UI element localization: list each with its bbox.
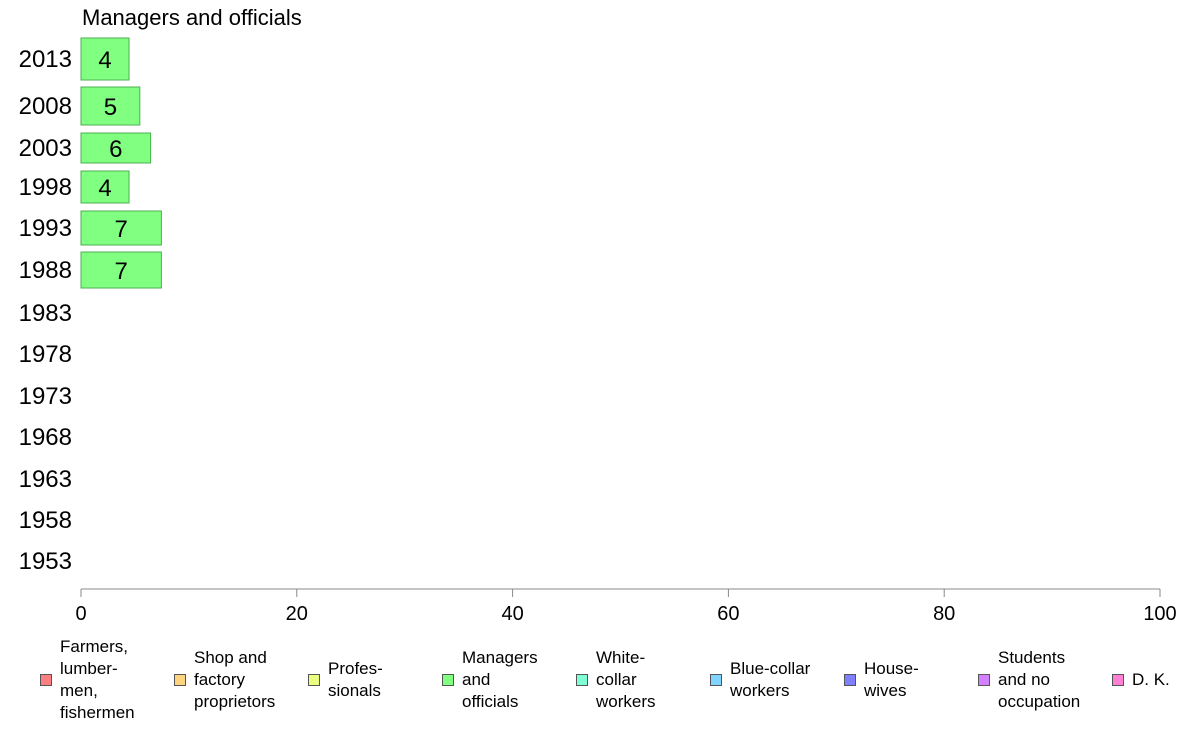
x-tick-label: 60 [717,603,739,625]
bar-value-label: 7 [115,216,128,243]
legend-label: House- wives [864,659,919,700]
x-tick-label: 100 [1143,603,1176,625]
y-tick-label: 2003 [19,135,72,162]
y-tick-label: 1978 [19,341,72,368]
legend-swatch [174,674,186,686]
y-axis-labels: 2013 2008 2003 1998 1993 1988 1983 1978 1973 1968… [19,46,72,575]
x-tick-label: 80 [933,603,955,625]
y-tick-label: 1968 [19,424,72,451]
legend-label: Farmers, lumber- men, fishermen [60,637,135,722]
legend-label: Managers and officials [462,648,538,711]
legend-swatch [40,674,52,686]
bar [80,37,130,81]
legend-item: House- wives [844,640,919,720]
y-tick-label: 1953 [19,548,72,575]
y-tick-label: 1973 [19,383,72,410]
legend-swatch [844,674,856,686]
legend-label: Shop and factory proprietors [194,648,276,711]
legend-label: Students and no occupation [998,648,1081,711]
legend-item: Students and no occupation [978,640,1080,720]
bar-value-label: 5 [104,94,117,121]
legend-item: Shop and factory proprietors [174,640,275,720]
legend-label: Profes- sionals [328,659,383,700]
y-tick-label: 1998 [19,174,72,201]
legend-item: Farmers, lumber- men, fishermen [40,637,135,722]
legend-item: Managers and officials [442,640,538,720]
y-tick-label: 1993 [19,215,72,242]
legend-item: Profes- sionals [308,640,383,720]
legend-swatch [978,674,990,686]
bar [80,210,162,246]
bar-value-label: 6 [109,136,122,163]
y-tick-label: 1988 [19,257,72,284]
bar [80,251,162,289]
legend-item: D. K. [1112,640,1170,720]
legend-label: D. K. [1132,670,1170,689]
y-tick-label: 1983 [19,300,72,327]
legend: Farmers, lumber- men, fishermen Shop and … [0,637,1188,730]
legend-label: White- collar workers [596,648,656,711]
legend-swatch [442,674,454,686]
x-tick-label: 0 [75,603,86,625]
legend-swatch [710,674,722,686]
legend-item: Blue-collar workers [710,640,810,720]
y-tick-label: 1963 [19,466,72,493]
y-tick-label: 1958 [19,507,72,534]
x-axis-ticks: 0 20 40 60 80 100 [75,589,1177,625]
bar [80,132,152,164]
y-tick-label: 2013 [19,46,72,73]
x-tick-label: 20 [286,603,308,625]
bar [80,86,141,126]
legend-swatch [308,674,320,686]
legend-item: White- collar workers [576,640,656,720]
bar-value-label: 4 [98,47,111,74]
chart-title: Managers and officials [82,5,302,30]
bar-value-label: 4 [98,175,111,202]
bar [80,170,130,204]
legend-label: Blue-collar workers [730,659,811,700]
y-tick-label: 2008 [19,93,72,120]
legend-swatch [1112,674,1124,686]
bar-value-label: 7 [115,258,128,285]
x-tick-label: 40 [501,603,523,625]
legend-swatch [576,674,588,686]
